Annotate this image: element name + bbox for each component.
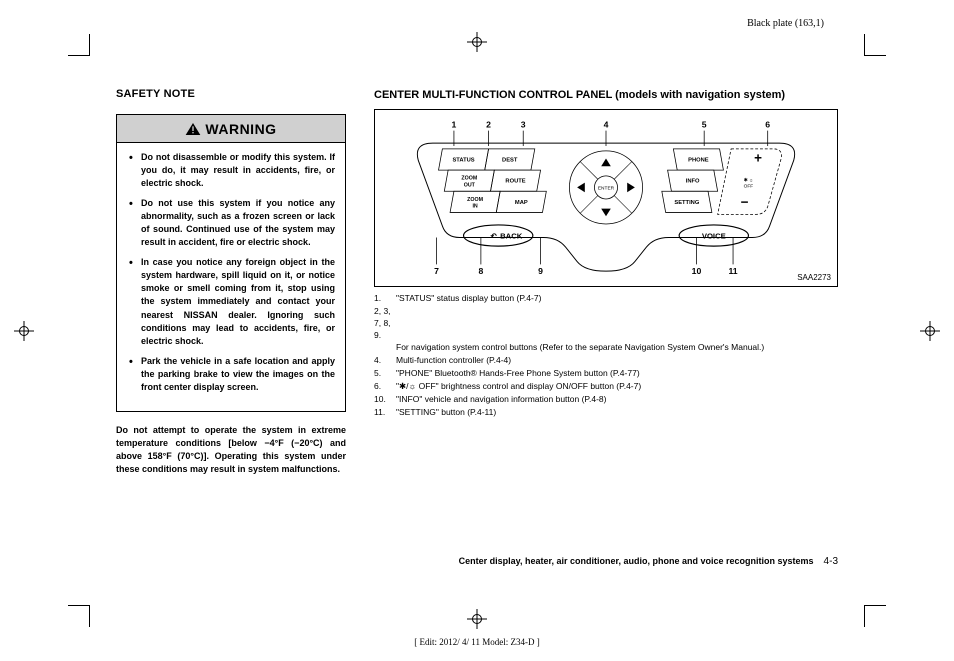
svg-text:ROUTE: ROUTE bbox=[505, 178, 525, 184]
svg-text:−: − bbox=[741, 195, 749, 210]
warning-header: WARNING bbox=[117, 115, 345, 143]
figure-legend: 1."STATUS" status display button (P.4-7)… bbox=[374, 293, 838, 419]
legend-text: For navigation system control buttons (R… bbox=[374, 342, 838, 354]
safety-heading: SAFETY NOTE bbox=[116, 88, 346, 100]
svg-text:OFF: OFF bbox=[744, 183, 754, 189]
legend-row: 2, 3, 7, 8, 9. bbox=[374, 306, 838, 342]
edit-note: [ Edit: 2012/ 4/ 11 Model: Z34-D ] bbox=[414, 637, 539, 647]
control-panel-diagram: 1234567891011STATUSDESTZOOMOUTROUTEZOOMI… bbox=[375, 110, 837, 286]
svg-text:↶: ↶ bbox=[490, 231, 498, 240]
svg-text:8: 8 bbox=[478, 266, 483, 276]
svg-text:7: 7 bbox=[434, 266, 439, 276]
svg-text:9: 9 bbox=[538, 266, 543, 276]
content-columns: SAFETY NOTE WARNING Do not disassemble o… bbox=[116, 88, 838, 601]
crop-mark bbox=[864, 34, 886, 56]
svg-text:PHONE: PHONE bbox=[688, 157, 709, 163]
manual-page: Black plate (163,1) SAFETY NOTE WARNING … bbox=[0, 0, 954, 661]
registration-mark bbox=[467, 32, 487, 52]
svg-text:3: 3 bbox=[521, 120, 526, 130]
warning-list: Do not disassemble or modify this system… bbox=[127, 151, 335, 394]
legend-text: "STATUS" status display button (P.4-7) bbox=[396, 293, 838, 305]
svg-text:4: 4 bbox=[604, 120, 609, 130]
svg-text:IN: IN bbox=[472, 203, 477, 209]
svg-text:11: 11 bbox=[728, 266, 737, 276]
legend-row: 11."SETTING" button (P.4-11) bbox=[374, 407, 838, 419]
crop-mark bbox=[68, 605, 90, 627]
panel-heading: CENTER MULTI-FUNCTION CONTROL PANEL (mod… bbox=[374, 88, 838, 103]
warning-item: Park the vehicle in a safe location and … bbox=[127, 355, 335, 394]
section-title: Center display, heater, air conditioner,… bbox=[459, 556, 814, 566]
svg-text:DEST: DEST bbox=[502, 157, 518, 163]
legend-number: 2, 3, 7, 8, 9. bbox=[374, 306, 396, 342]
crop-mark bbox=[864, 605, 886, 627]
svg-text:+: + bbox=[754, 150, 762, 165]
temperature-warning: Do not attempt to operate the system in … bbox=[116, 424, 346, 476]
page-number: 4-3 bbox=[824, 556, 838, 567]
warning-item: Do not disassemble or modify this system… bbox=[127, 151, 335, 190]
warning-body: Do not disassemble or modify this system… bbox=[117, 143, 345, 411]
svg-text:INFO: INFO bbox=[686, 178, 700, 184]
svg-text:STATUS: STATUS bbox=[452, 157, 474, 163]
registration-mark bbox=[467, 609, 487, 629]
svg-text:2: 2 bbox=[486, 120, 491, 130]
crop-mark bbox=[68, 34, 90, 56]
plate-marker: Black plate (163,1) bbox=[747, 18, 824, 29]
svg-text:OUT: OUT bbox=[464, 182, 476, 188]
warning-item: In case you notice any foreign object in… bbox=[127, 256, 335, 347]
legend-text: Multi-function controller (P.4-4) bbox=[396, 355, 838, 367]
legend-number: 5. bbox=[374, 368, 396, 380]
svg-text:ENTER: ENTER bbox=[598, 185, 615, 191]
svg-text:SETTING: SETTING bbox=[674, 200, 700, 206]
svg-text:10: 10 bbox=[692, 266, 702, 276]
svg-text:1: 1 bbox=[452, 120, 457, 130]
svg-text:MAP: MAP bbox=[515, 200, 528, 206]
legend-number: 1. bbox=[374, 293, 396, 305]
section-footer: Center display, heater, air conditioner,… bbox=[116, 556, 838, 567]
legend-row: 6."✱/☼ OFF" brightness control and displ… bbox=[374, 381, 838, 393]
warning-triangle-icon bbox=[185, 122, 201, 136]
warning-title: WARNING bbox=[205, 121, 276, 137]
legend-text bbox=[396, 306, 838, 342]
svg-text:5: 5 bbox=[702, 120, 707, 130]
legend-row: 1."STATUS" status display button (P.4-7) bbox=[374, 293, 838, 305]
svg-text:6: 6 bbox=[765, 120, 770, 130]
control-panel-figure: 1234567891011STATUSDESTZOOMOUTROUTEZOOMI… bbox=[374, 109, 838, 287]
svg-text:VOICE: VOICE bbox=[702, 231, 726, 240]
svg-text:BACK: BACK bbox=[500, 231, 523, 240]
legend-row: 4.Multi-function controller (P.4-4) bbox=[374, 355, 838, 367]
svg-text:✱ ☼: ✱ ☼ bbox=[744, 177, 754, 183]
registration-mark bbox=[14, 321, 34, 341]
legend-text: "✱/☼ OFF" brightness control and display… bbox=[396, 381, 838, 393]
legend-text: "PHONE" Bluetooth® Hands-Free Phone Syst… bbox=[396, 368, 838, 380]
registration-mark bbox=[920, 321, 940, 341]
legend-number: 6. bbox=[374, 381, 396, 393]
warning-item: Do not use this system if you notice any… bbox=[127, 197, 335, 249]
legend-number: 4. bbox=[374, 355, 396, 367]
legend-row: 5."PHONE" Bluetooth® Hands-Free Phone Sy… bbox=[374, 368, 838, 380]
legend-text: "INFO" vehicle and navigation informatio… bbox=[396, 394, 838, 406]
warning-box: WARNING Do not disassemble or modify thi… bbox=[116, 114, 346, 412]
legend-text: "SETTING" button (P.4-11) bbox=[396, 407, 838, 419]
left-column: SAFETY NOTE WARNING Do not disassemble o… bbox=[116, 88, 346, 601]
legend-row: 10."INFO" vehicle and navigation informa… bbox=[374, 394, 838, 406]
figure-id: SAA2273 bbox=[797, 273, 831, 282]
svg-text:ZOOM: ZOOM bbox=[461, 176, 477, 182]
right-column: CENTER MULTI-FUNCTION CONTROL PANEL (mod… bbox=[374, 88, 838, 601]
legend-number: 11. bbox=[374, 407, 396, 419]
svg-text:ZOOM: ZOOM bbox=[467, 197, 483, 203]
legend-number: 10. bbox=[374, 394, 396, 406]
